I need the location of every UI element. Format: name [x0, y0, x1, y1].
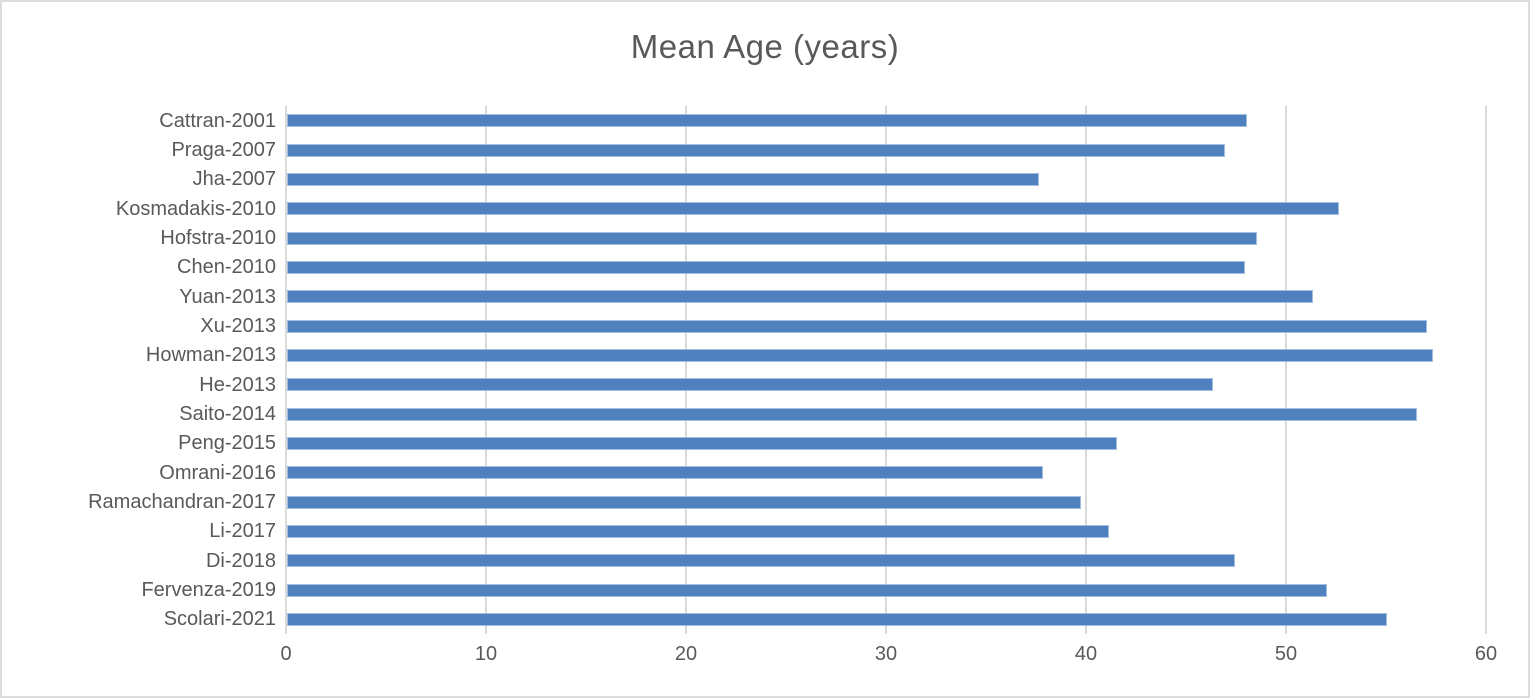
category-label-li-2017: Li-2017 [209, 520, 276, 543]
gridline-20 [685, 106, 687, 634]
bar-peng-2015 [287, 436, 1117, 450]
x-tick-label-10: 10 [474, 643, 498, 665]
x-tick-label-20: 20 [674, 643, 698, 665]
bar-omrani-2016 [287, 466, 1043, 480]
category-label-omrani-2016: Omrani-2016 [159, 461, 276, 484]
bar-praga-2007 [287, 143, 1225, 157]
x-tick-label-50: 50 [1274, 643, 1298, 665]
gridline-40 [1085, 106, 1087, 634]
bar-di-2018 [287, 554, 1235, 568]
category-label-praga-2007: Praga-2007 [171, 139, 276, 161]
category-label-howman-2013: Howman-2013 [145, 344, 276, 367]
category-label-saito-2014: Saito-2014 [179, 403, 276, 425]
category-label-jha-2007: Jha-2007 [192, 168, 276, 191]
category-label-yuan-2013: Yuan-2013 [179, 285, 276, 308]
category-label-hofstra-2010: Hofstra-2010 [160, 227, 276, 249]
bar-chen-2010 [287, 260, 1245, 274]
bar-jha-2007 [287, 172, 1039, 186]
bar-ramachandran-2017 [287, 495, 1081, 509]
category-label-fervenza-2019: Fervenza-2019 [141, 579, 276, 601]
bar-howman-2013 [287, 348, 1433, 362]
bar-saito-2014 [287, 407, 1417, 421]
category-label-ramachandran-2017: Ramachandran-2017 [88, 491, 276, 513]
x-tick-label-40: 40 [1074, 643, 1098, 665]
bar-fervenza-2019 [287, 583, 1327, 597]
category-label-kosmadakis-2010: Kosmadakis-2010 [115, 197, 276, 220]
category-label-peng-2015: Peng-2015 [178, 432, 276, 455]
bar-hofstra-2010 [287, 231, 1257, 245]
bar-li-2017 [287, 524, 1109, 538]
gridline-10 [485, 106, 487, 634]
bar-cattran-2001 [287, 114, 1247, 128]
category-label-chen-2010: Chen-2010 [177, 256, 276, 279]
chart-title: Mean Age (years) [630, 28, 900, 65]
gridline-30 [885, 106, 887, 634]
bar-scolari-2021 [287, 612, 1387, 626]
bar-yuan-2013 [287, 290, 1313, 304]
x-tick-label-0: 0 [280, 643, 292, 665]
bar-kosmadakis-2010 [287, 202, 1339, 216]
category-label-di-2018: Di-2018 [205, 549, 276, 572]
bar-xu-2013 [287, 319, 1427, 333]
bar-he-2013 [287, 378, 1213, 392]
category-label-cattran-2001: Cattran-2001 [159, 109, 276, 132]
x-tick-label-30: 30 [874, 643, 898, 665]
gridline-50 [1285, 106, 1287, 634]
x-tick-label-60: 60 [1474, 643, 1498, 665]
gridline-60 [1485, 106, 1487, 634]
category-label-he-2013: He-2013 [199, 373, 276, 396]
category-label-xu-2013: Xu-2013 [200, 315, 276, 337]
category-label-scolari-2021: Scolari-2021 [163, 608, 276, 631]
gridline-0 [285, 106, 287, 634]
